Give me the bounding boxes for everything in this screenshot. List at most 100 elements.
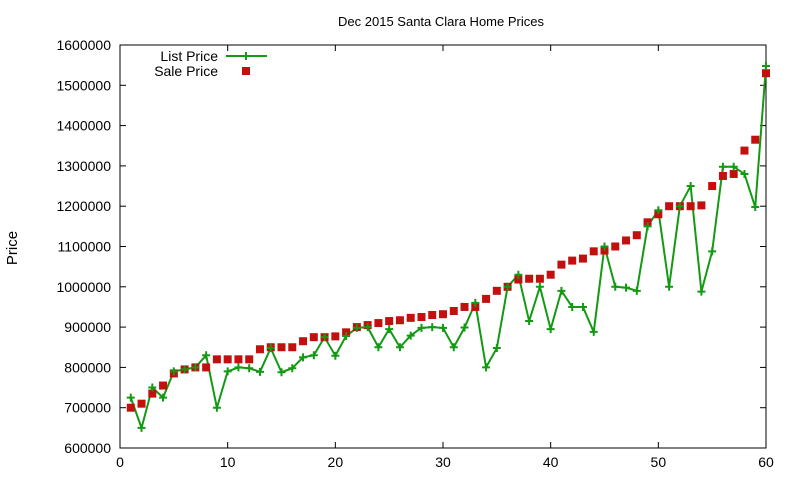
y-tick-label: 1500000 — [56, 77, 111, 93]
chart-title: Dec 2015 Santa Clara Home Prices — [338, 14, 544, 29]
list-price-point — [191, 363, 200, 372]
list-price-point — [535, 282, 544, 291]
list-price-point — [159, 393, 168, 402]
sale-price-point — [708, 182, 717, 191]
list-price-point — [385, 325, 394, 334]
sale-price-point — [762, 69, 770, 78]
list-price-point — [751, 203, 760, 212]
sale-price-point — [288, 343, 297, 352]
list-price-point — [514, 270, 523, 279]
x-tick-label: 20 — [328, 454, 344, 470]
sale-price-point — [202, 363, 211, 372]
list-price-point — [718, 162, 727, 171]
y-tick-label: 1200000 — [56, 198, 111, 214]
sale-price-point — [126, 403, 135, 412]
list-price-point — [611, 282, 620, 291]
list-price-point — [374, 343, 383, 352]
axes-layer: 0 10 20 30 40 50 60 600000 700000 800000 900000 100… — [56, 37, 774, 470]
plot-layer — [126, 61, 770, 432]
sale-price-point — [428, 311, 437, 320]
list-price-point — [169, 367, 178, 376]
list-price-point — [363, 323, 372, 332]
x-tick-label: 60 — [758, 454, 774, 470]
list-price-point — [492, 344, 501, 353]
y-tick-label: 1400000 — [56, 118, 111, 134]
y-tick-label: 700000 — [64, 400, 111, 416]
y-tick-label: 1100000 — [58, 239, 112, 255]
sale-price-point — [622, 236, 631, 245]
list-price-point — [740, 169, 749, 178]
sale-price-point — [255, 345, 264, 354]
list-price-point — [180, 365, 189, 374]
list-price-point — [352, 323, 361, 332]
list-price-point — [309, 351, 318, 360]
list-price-point — [439, 323, 447, 332]
sale-price-point — [718, 171, 727, 180]
list-price-point — [212, 403, 221, 412]
legend-marker-sale-price — [242, 67, 250, 75]
sale-price-point — [212, 355, 221, 364]
sale-price-point — [535, 274, 544, 283]
sale-price-point — [492, 286, 501, 295]
sale-price-point — [546, 270, 555, 279]
sale-price-point — [729, 169, 738, 178]
list-price-point — [320, 333, 329, 342]
list-price-point — [471, 298, 480, 307]
list-price-point — [665, 282, 674, 291]
list-price-point — [697, 287, 706, 296]
sale-price-point — [374, 319, 383, 328]
list-price-point — [578, 302, 587, 311]
list-price-point — [525, 317, 534, 326]
sale-price-point — [331, 332, 340, 341]
list-price-point — [331, 351, 340, 360]
sale-price-point — [460, 302, 469, 311]
list-price-point — [622, 283, 631, 292]
list-price-point — [428, 323, 437, 332]
y-tick-label: 1300000 — [56, 158, 111, 174]
y-tick-label: 600000 — [64, 440, 111, 456]
sale-price-point — [309, 333, 318, 342]
list-price-point — [245, 364, 254, 373]
list-price-point — [148, 383, 157, 392]
sale-price-point — [482, 294, 491, 303]
sale-price-point — [643, 218, 652, 227]
sale-price-point — [449, 306, 458, 315]
sale-price-point — [600, 246, 609, 255]
list-price-point — [482, 363, 491, 372]
list-price-point — [342, 331, 351, 340]
list-price-point — [277, 368, 286, 377]
sale-price-point — [654, 210, 663, 219]
list-price-point — [654, 206, 663, 215]
list-price-point — [675, 202, 684, 211]
x-tick-label: 30 — [435, 454, 451, 470]
sale-price-point — [740, 146, 749, 155]
list-price-point — [126, 393, 135, 402]
list-price-point — [417, 323, 426, 332]
sale-price-point — [223, 355, 232, 364]
list-price-point — [234, 363, 243, 372]
y-axis-label: Price — [4, 231, 21, 265]
list-price-point — [546, 325, 555, 334]
y-tick-label: 900000 — [64, 319, 111, 335]
sale-price-point — [277, 343, 286, 352]
sale-price-point — [471, 302, 480, 311]
list-price-point — [729, 162, 738, 171]
sale-price-point — [697, 201, 706, 210]
list-price-point — [137, 423, 146, 432]
sale-price-point — [395, 316, 404, 325]
list-price-point — [406, 331, 415, 340]
list-price-point — [266, 344, 275, 353]
sale-price-point — [439, 310, 447, 319]
y-tick-label: 1000000 — [56, 279, 111, 295]
list-price-point — [503, 282, 512, 291]
sale-price-point — [406, 313, 415, 322]
y-tick-label: 1600000 — [56, 37, 111, 53]
sale-price-point — [589, 247, 598, 256]
sale-price-point — [159, 381, 168, 390]
sale-price-point — [686, 202, 695, 211]
sale-price-point — [385, 317, 394, 326]
